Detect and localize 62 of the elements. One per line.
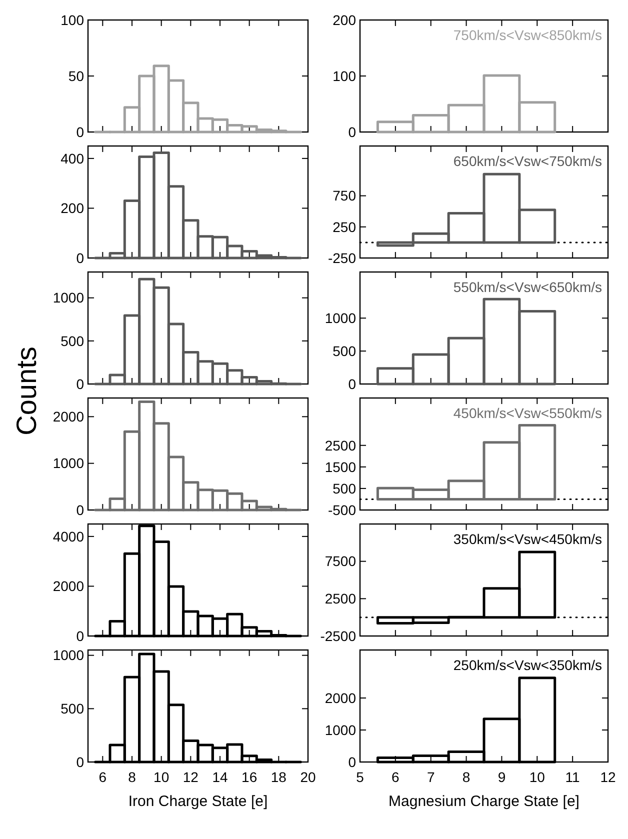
y-tick-label: -500 [328, 502, 356, 518]
y-tick-label: 1000 [324, 722, 356, 738]
x-tick-label: 16 [242, 769, 258, 785]
annotation: 550km/s<Vsw<650km/s [453, 279, 602, 295]
y-tick-label: 0 [76, 502, 84, 518]
x-tick-label: 18 [270, 769, 287, 785]
x-tick-label: 12 [600, 769, 616, 785]
y-tick-label: 1000 [52, 455, 84, 472]
y-tick-label: 7500 [324, 553, 356, 570]
y-tick-label: 2000 [52, 408, 84, 425]
y-tick-label: 4000 [52, 528, 84, 544]
x-axis-title: Magnesium Charge State [e] [388, 793, 580, 810]
x-tick-label: 8 [128, 769, 136, 785]
x-tick-label: 7 [426, 769, 435, 785]
y-tick-label: 0 [76, 754, 84, 770]
x-tick-label: 6 [392, 769, 400, 785]
annotation: 650km/s<Vsw<750km/s [453, 153, 602, 169]
annotation: 350km/s<Vsw<450km/s [453, 531, 602, 547]
y-tick-label: 200 [332, 12, 356, 28]
y-tick-label: 2500 [324, 437, 356, 454]
x-tick-label: 9 [498, 769, 506, 785]
y-tick-label: -2500 [320, 628, 356, 644]
y-tick-label: 0 [348, 754, 356, 770]
y-tick-label: 1000 [324, 310, 356, 326]
y-tick-label: 750 [332, 188, 356, 204]
y-tick-label: 0 [348, 376, 356, 392]
y-tick-label: 100 [332, 68, 356, 84]
y-tick-label: 500 [332, 480, 356, 496]
x-tick-label: 10 [154, 769, 170, 785]
y-tick-label: 400 [60, 150, 84, 166]
y-tick-label: 0 [76, 628, 84, 644]
y-tick-label: 500 [332, 342, 356, 359]
y-tick-label: 250 [332, 218, 356, 235]
y-tick-label: 2000 [52, 578, 84, 594]
y-tick-label: 2500 [324, 590, 356, 607]
y-tick-label: 500 [60, 700, 84, 717]
annotation: 750km/s<Vsw<850km/s [453, 27, 602, 43]
y-tick-label: 100 [60, 12, 84, 28]
y-tick-label: -250 [328, 250, 356, 266]
y-tick-label: 1500 [324, 458, 356, 475]
y-tick-label: 0 [76, 376, 84, 392]
y-tick-label: 500 [60, 332, 84, 349]
annotation: 450km/s<Vsw<550km/s [453, 405, 602, 421]
x-tick-label: 6 [98, 769, 107, 785]
x-tick-label: 20 [300, 769, 316, 785]
x-tick-label: 5 [356, 769, 364, 785]
x-tick-label: 14 [212, 769, 228, 785]
y-tick-label: 50 [68, 68, 84, 84]
x-tick-label: 10 [529, 769, 546, 785]
y-axis-title: Counts [11, 346, 42, 436]
y-tick-label: 2000 [324, 690, 356, 706]
y-tick-label: 200 [60, 200, 84, 216]
x-axis-title: Iron Charge State [e] [128, 793, 268, 810]
annotation: 250km/s<Vsw<350km/s [453, 657, 602, 673]
x-tick-label: 8 [462, 769, 470, 785]
x-tick-label: 12 [182, 769, 199, 785]
y-tick-label: 1000 [52, 647, 84, 664]
y-tick-label: 1000 [52, 290, 84, 306]
y-tick-label: 0 [76, 124, 84, 140]
y-tick-label: 0 [76, 250, 84, 266]
y-tick-label: 0 [348, 124, 356, 140]
x-tick-label: 11 [565, 769, 580, 785]
